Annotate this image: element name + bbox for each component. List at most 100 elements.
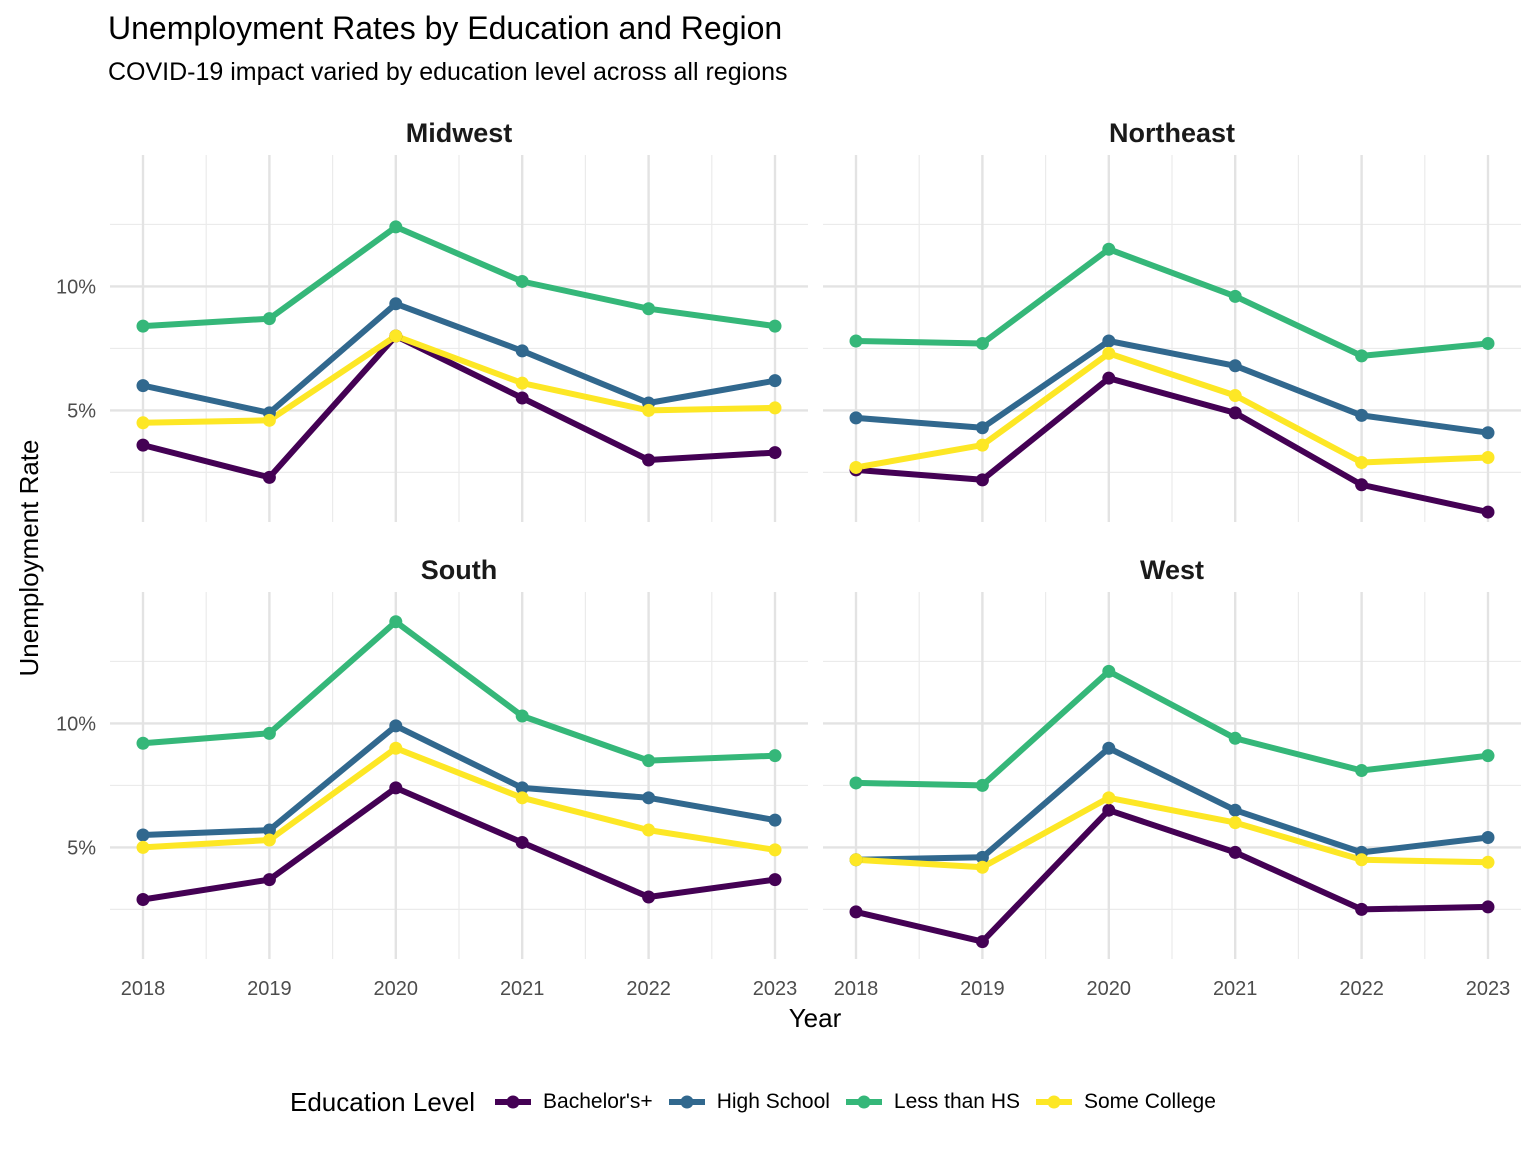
data-point-northeast-some-college (1228, 389, 1242, 403)
data-point-south-less-than-hs (768, 749, 782, 763)
legend-item-less-than-hs: Less than HS (844, 1090, 1020, 1114)
data-point-south-bachelor-s (262, 873, 276, 887)
data-point-west-less-than-hs (1481, 749, 1495, 763)
x-tick-label: 2021 (1213, 978, 1258, 1000)
data-point-northeast-high-school (1481, 426, 1495, 440)
panel-title-midwest: Midwest (406, 118, 513, 148)
data-point-northeast-less-than-hs (849, 334, 863, 348)
x-tick-label: 2022 (626, 978, 671, 1000)
x-axis-label: Year (789, 1003, 842, 1033)
data-point-midwest-some-college (389, 329, 403, 343)
x-tick-label: 2019 (247, 978, 292, 1000)
legend-items: Bachelor's+ High School Less than HS Some C… (493, 1090, 1230, 1114)
y-tick-label: 10% (56, 276, 96, 298)
chart-title: Unemployment Rates by Education and Regi… (108, 10, 783, 46)
data-point-south-less-than-hs (515, 709, 529, 723)
y-tick-label: 5% (67, 837, 96, 859)
series-line-south-high-school (142, 722, 776, 838)
data-point-west-less-than-hs (1102, 664, 1116, 678)
series-line-south-bachelor-s (142, 784, 776, 903)
data-point-northeast-high-school (1228, 359, 1242, 373)
data-point-west-less-than-hs (1355, 764, 1369, 778)
data-point-south-some-college (136, 840, 150, 854)
x-tick-label: 2021 (500, 978, 545, 1000)
panel-title-northeast: Northeast (1109, 118, 1235, 148)
legend-label: High School (716, 1090, 830, 1113)
x-tick-label: 2023 (1466, 978, 1511, 1000)
data-point-west-bachelor-s (849, 905, 863, 919)
legend-key-some-college (1036, 1095, 1072, 1109)
data-point-midwest-high-school (768, 374, 782, 388)
data-point-south-bachelor-s (136, 892, 150, 906)
data-point-northeast-less-than-hs (1355, 349, 1369, 363)
data-point-south-some-college (262, 833, 276, 847)
series-line-northeast-high-school (855, 338, 1489, 436)
series-line-west-high-school (855, 745, 1489, 863)
legend-key-bachelor-s (495, 1095, 532, 1109)
data-point-northeast-bachelor-s (1355, 478, 1369, 492)
panel-title-west: West (1140, 555, 1204, 585)
data-point-midwest-bachelor-s (515, 391, 529, 405)
data-point-midwest-bachelor-s (642, 453, 656, 467)
series-line-northeast-less-than-hs (855, 246, 1489, 359)
series-line-northeast-bachelor-s (855, 375, 1489, 516)
legend-title: Education Level (290, 1086, 476, 1117)
chart-subtitle: COVID-19 impact varied by education leve… (108, 58, 788, 86)
data-point-midwest-less-than-hs (389, 220, 403, 234)
data-point-south-some-college (515, 791, 529, 805)
data-point-south-bachelor-s (515, 835, 529, 849)
data-point-midwest-bachelor-s (136, 438, 150, 452)
x-tick-label: 2018 (834, 978, 879, 1000)
data-point-west-high-school (1228, 803, 1242, 817)
data-point-midwest-less-than-hs (262, 312, 276, 326)
data-point-northeast-some-college (849, 460, 863, 474)
data-point-northeast-bachelor-s (1228, 406, 1242, 420)
data-point-south-some-college (768, 843, 782, 857)
x-tick-label: 2020 (374, 978, 419, 1000)
data-point-northeast-some-college (1355, 455, 1369, 469)
data-point-midwest-less-than-hs (136, 319, 150, 333)
y-axis-label: Unemployment Rate (14, 440, 44, 677)
data-point-west-some-college (975, 860, 989, 874)
data-point-south-bachelor-s (389, 781, 403, 795)
x-tick-label: 2018 (121, 978, 166, 1000)
data-point-south-high-school (642, 791, 656, 805)
y-tick-label: 5% (67, 400, 96, 422)
data-point-south-high-school (389, 719, 403, 733)
data-point-northeast-high-school (1102, 334, 1116, 348)
y-tick-label: 10% (56, 713, 96, 735)
data-point-south-less-than-hs (136, 736, 150, 750)
legend-key-less-than-hs (845, 1095, 882, 1109)
data-point-northeast-some-college (1102, 346, 1116, 360)
data-point-midwest-less-than-hs (642, 302, 656, 316)
series-line-west-less-than-hs (855, 668, 1489, 789)
data-point-south-some-college (389, 741, 403, 755)
data-point-west-high-school (1481, 830, 1495, 844)
series-line-northeast-some-college (855, 350, 1489, 471)
data-point-west-some-college (1228, 816, 1242, 830)
data-point-south-some-college (642, 823, 656, 837)
data-point-west-less-than-hs (975, 778, 989, 792)
series-line-south-some-college (142, 745, 776, 853)
data-point-midwest-high-school (515, 344, 529, 358)
data-point-west-high-school (975, 850, 989, 864)
series-line-south-less-than-hs (142, 618, 776, 764)
data-point-west-high-school (1102, 741, 1116, 755)
data-point-south-high-school (136, 828, 150, 842)
data-point-south-less-than-hs (262, 726, 276, 740)
data-point-south-bachelor-s (642, 890, 656, 904)
data-point-northeast-high-school (849, 411, 863, 425)
data-point-west-some-college (1355, 853, 1369, 867)
data-point-northeast-some-college (1481, 451, 1495, 465)
data-point-northeast-bachelor-s (1102, 371, 1116, 385)
legend-label: Less than HS (893, 1090, 1020, 1113)
legend-label: Bachelor's+ (543, 1090, 653, 1113)
legend-item-some-college: Some College (1034, 1090, 1216, 1114)
data-point-midwest-high-school (389, 297, 403, 311)
data-point-midwest-some-college (262, 413, 276, 427)
legend-item-bachelor-s: Bachelor's+ (493, 1090, 653, 1114)
data-point-west-bachelor-s (1228, 845, 1242, 859)
series-line-west-some-college (855, 794, 1489, 871)
data-point-northeast-bachelor-s (975, 473, 989, 487)
